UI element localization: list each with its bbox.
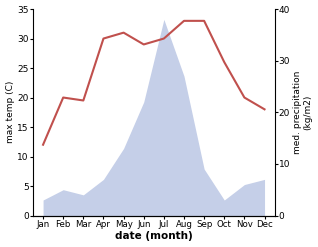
X-axis label: date (month): date (month) bbox=[115, 231, 193, 242]
Y-axis label: max temp (C): max temp (C) bbox=[5, 81, 15, 144]
Y-axis label: med. precipitation
(kg/m2): med. precipitation (kg/m2) bbox=[293, 71, 313, 154]
